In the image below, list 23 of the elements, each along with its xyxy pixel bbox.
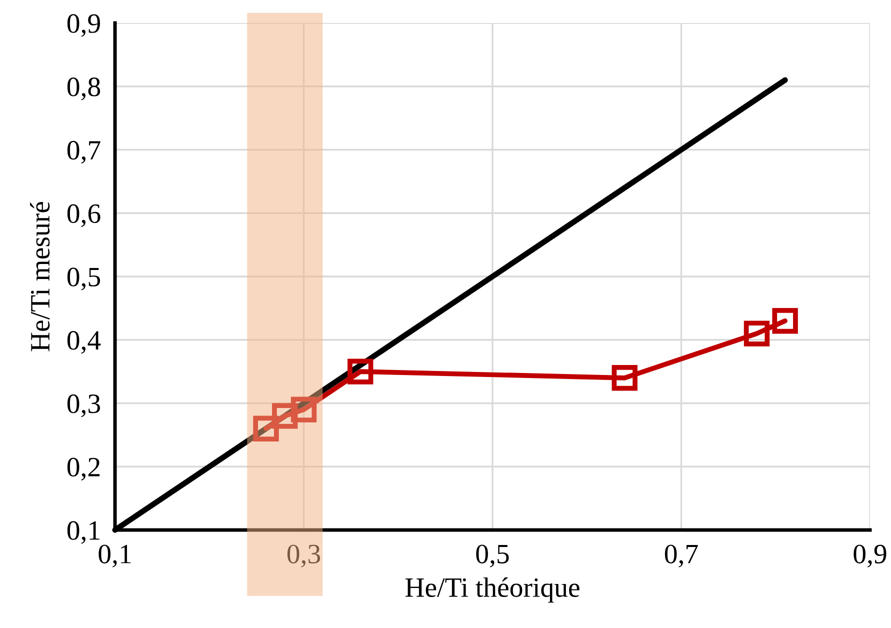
y-tick-label: 0,7 bbox=[67, 140, 100, 164]
y-tick-label: 0,1 bbox=[67, 521, 100, 544]
x-tick-label: 0,1 bbox=[98, 544, 131, 568]
point bbox=[744, 320, 770, 346]
x-tick-label: 0,9 bbox=[854, 544, 886, 568]
x-tick-label: 0,5 bbox=[476, 544, 509, 568]
y-tick-label: 0,8 bbox=[67, 78, 100, 100]
y-tick-label: 0,4 bbox=[67, 331, 101, 354]
point bbox=[348, 358, 374, 384]
x-tick-label: 0,7 bbox=[664, 544, 698, 568]
point bbox=[772, 308, 798, 334]
y-tick-label: 0,3 bbox=[67, 394, 100, 418]
y-axis-title: He/Ti mesuré bbox=[30, 202, 50, 352]
x-axis-title: He/Ti théorique bbox=[405, 577, 580, 603]
point bbox=[612, 365, 638, 391]
y-tick-label: 0,5 bbox=[67, 268, 100, 290]
y-tick-label: 0,2 bbox=[67, 458, 100, 481]
y-tick-label: 0,9 bbox=[67, 14, 100, 37]
x-tick-label: 0,3 bbox=[287, 544, 320, 568]
point bbox=[253, 416, 279, 442]
y-tick-label: 0,6 bbox=[67, 204, 100, 228]
point bbox=[272, 403, 298, 429]
point bbox=[290, 396, 317, 422]
